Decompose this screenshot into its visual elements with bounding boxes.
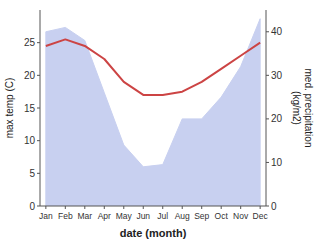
x-tick bbox=[221, 206, 222, 209]
y2-axis-label-line: med. precipitation bbox=[303, 69, 314, 148]
y-tick-label: 15 bbox=[24, 103, 36, 114]
y2-tick bbox=[266, 206, 269, 207]
x-tick bbox=[65, 206, 66, 209]
y-tick bbox=[37, 42, 40, 43]
axes: 0 5 10 15 20 25 0 10 20 30 40 Jan Feb Mar Apr MayJun Jul… bbox=[24, 10, 283, 221]
y2-tick-label: 30 bbox=[271, 70, 283, 81]
x-tick bbox=[182, 206, 183, 209]
plot-area bbox=[46, 19, 260, 206]
x-tick bbox=[143, 206, 144, 209]
y-tick bbox=[37, 75, 40, 76]
precipitation-area bbox=[46, 19, 260, 206]
y2-tick-label: 20 bbox=[271, 113, 283, 124]
x-tick bbox=[123, 206, 124, 209]
y2-axis-line bbox=[266, 10, 267, 206]
x-tick bbox=[84, 206, 85, 209]
x-axis-label: date (month) bbox=[120, 227, 187, 239]
y-tick bbox=[37, 206, 40, 207]
y-tick bbox=[37, 173, 40, 174]
x-tick-label: Apr bbox=[98, 211, 111, 221]
temperature-line bbox=[46, 39, 260, 95]
y2-tick bbox=[266, 118, 269, 119]
y2-tick-label: 40 bbox=[271, 26, 283, 37]
y2-tick bbox=[266, 31, 269, 32]
y2-axis-label: med. precipitation(kg/m2) bbox=[291, 69, 314, 148]
y2-tick-label: 10 bbox=[271, 157, 283, 168]
y-tick bbox=[37, 140, 40, 141]
x-tick bbox=[162, 206, 163, 209]
x-tick-label: Feb bbox=[58, 211, 73, 221]
x-tick-label: Oct bbox=[215, 211, 229, 221]
x-tick-label: May bbox=[116, 211, 133, 221]
x-tick-label: Nov bbox=[233, 211, 249, 221]
y-tick-label: 5 bbox=[29, 168, 35, 179]
x-tick bbox=[260, 206, 261, 209]
y-tick bbox=[37, 108, 40, 109]
x-axis-line bbox=[40, 206, 266, 207]
x-tick bbox=[201, 206, 202, 209]
y2-tick-label: 0 bbox=[271, 201, 277, 212]
x-tick-label: Jul bbox=[157, 211, 168, 221]
y2-tick bbox=[266, 162, 269, 163]
chart: 0 5 10 15 20 25 0 10 20 30 40 Jan Feb Mar Apr MayJun Jul… bbox=[0, 0, 318, 242]
x-tick-label: Dec bbox=[253, 211, 269, 221]
y-axis-label: max temp (C) bbox=[4, 78, 15, 139]
y-tick-label: 20 bbox=[24, 70, 36, 81]
y2-axis-label-line: (kg/m2) bbox=[291, 91, 302, 125]
x-tick-label: Jun bbox=[136, 211, 150, 221]
x-tick-label: Aug bbox=[175, 211, 190, 221]
x-tick-label: Mar bbox=[77, 211, 92, 221]
x-tick bbox=[45, 206, 46, 209]
x-tick bbox=[240, 206, 241, 209]
x-tick bbox=[104, 206, 105, 209]
y-tick-label: 25 bbox=[24, 37, 36, 48]
x-tick-label: Sep bbox=[194, 211, 209, 221]
x-tick-label: Jan bbox=[39, 211, 53, 221]
y-tick-label: 0 bbox=[29, 201, 35, 212]
y-tick-label: 10 bbox=[24, 135, 36, 146]
y2-tick bbox=[266, 75, 269, 76]
